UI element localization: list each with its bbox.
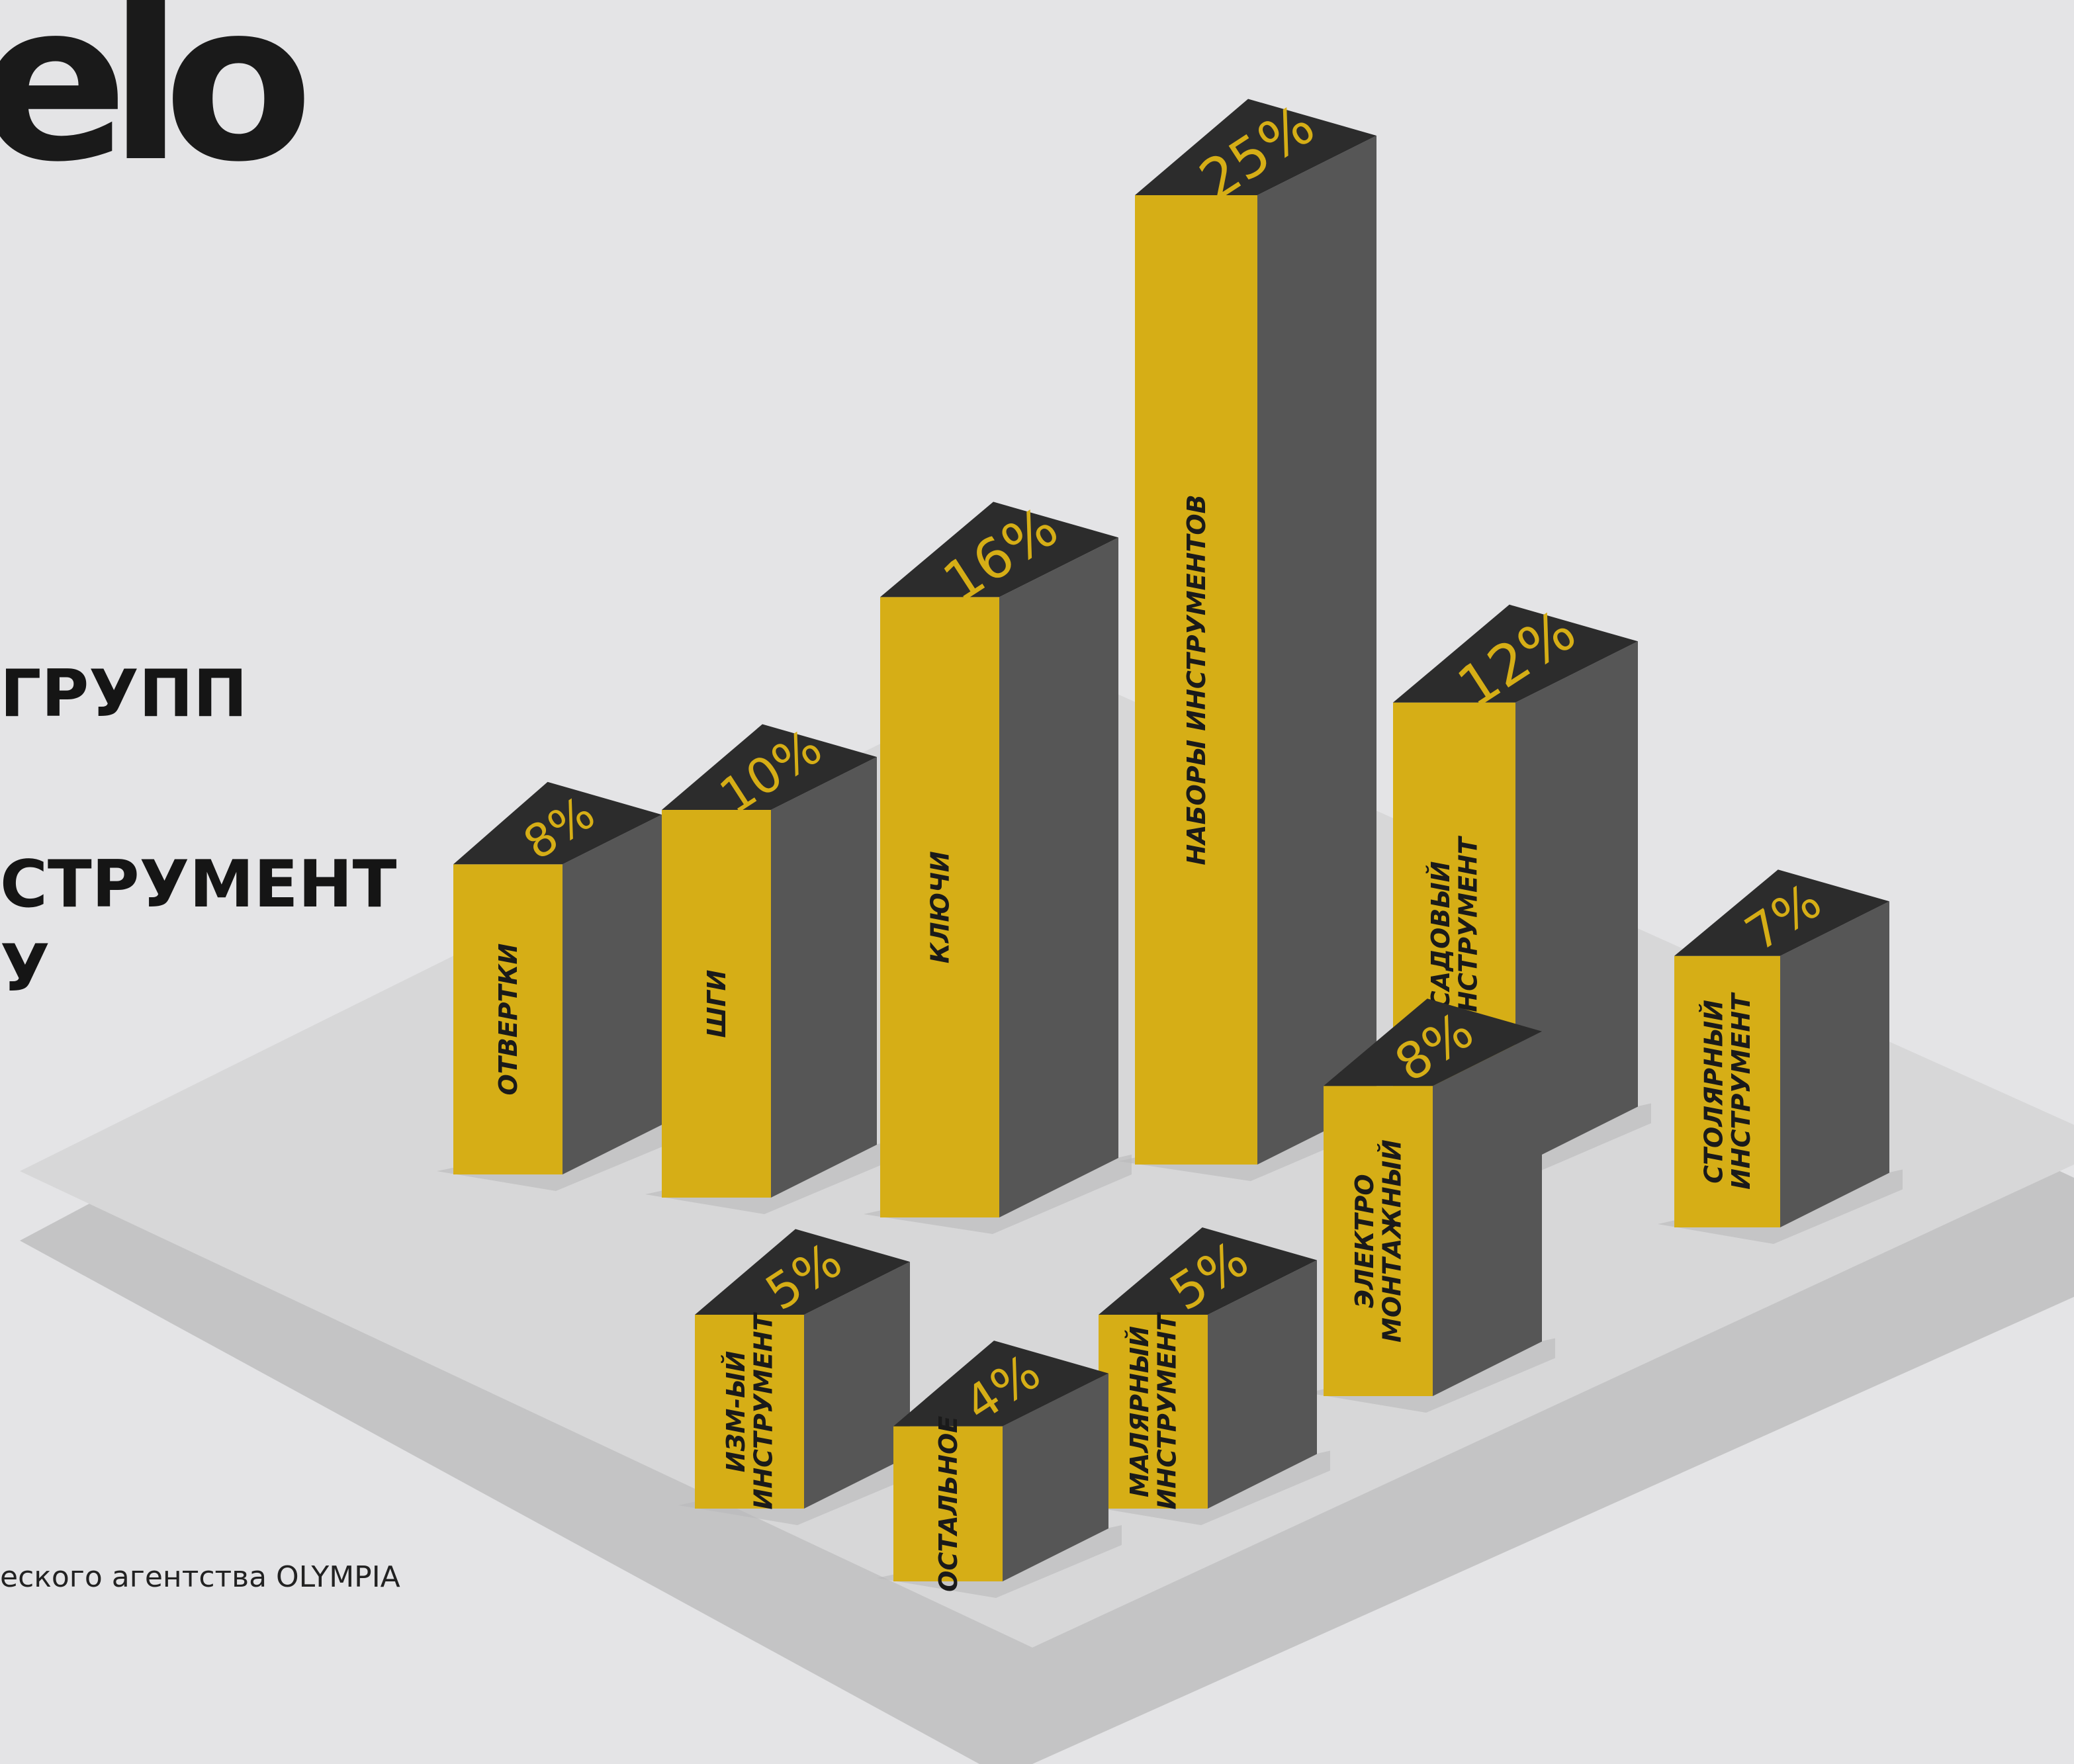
bar-group: 25%НАБОРЫ ИНСТРУМЕНТОВ [1118, 93, 1390, 1181]
bar-side [1433, 1031, 1542, 1396]
bar-category-label: СТОЛЯРНЫЙИНСТРУМЕНТ [1699, 992, 1756, 1190]
bar-top [1324, 998, 1542, 1086]
bar-front [662, 810, 771, 1198]
bar-group: 5%ИЗМ-ЫЙИНСТРУМЕНТ [678, 1229, 923, 1525]
bar-side [804, 1262, 910, 1509]
bar-front [1135, 195, 1257, 1165]
bar-top [893, 1341, 1108, 1427]
heading-line-3: У [0, 931, 50, 1006]
bar-category-label: ОСТАЛЬНОЕ [934, 1416, 963, 1592]
heading-line-1: ГРУПП [0, 656, 248, 732]
bar-top [1135, 99, 1376, 195]
bar-front [453, 864, 563, 1174]
source-note: еского агентства OLYMPIA [0, 1560, 400, 1594]
bar-front [880, 597, 999, 1217]
bar-side [771, 757, 877, 1198]
bar-side [1003, 1373, 1108, 1581]
bar-side [1515, 641, 1638, 1168]
bar-group: 8%ЭЛЕКТРОМОНТАЖНЫЙ [1307, 998, 1555, 1413]
bar-top [1099, 1227, 1317, 1315]
bar-group: 5%МАЛЯРНЫЙИНСТРУМЕНТ [1082, 1227, 1330, 1525]
bar-top [662, 724, 877, 810]
heading-line-2: СТРУМЕНТ [0, 847, 397, 922]
bar-category-label: ЭЛЕКТРОМОНТАЖНЫЙ [1350, 1139, 1407, 1343]
bar-group: 10%ШГИ [645, 719, 890, 1214]
brand-logo: elo [0, 0, 314, 210]
bar-top [695, 1229, 910, 1315]
bar-front [1324, 1086, 1433, 1396]
bar-group: 16%КЛЮЧИ [864, 495, 1132, 1234]
bar-side [1257, 136, 1376, 1165]
bar-side [999, 537, 1118, 1217]
bar-group: 4%ОСТАЛЬНОЕ [877, 1341, 1122, 1598]
bar-top [880, 502, 1118, 597]
bar-front [1674, 955, 1780, 1227]
bar-top [453, 781, 662, 865]
bar-side [563, 815, 662, 1174]
bar-side [1780, 901, 1889, 1227]
bar-category-label: МАЛЯРНЫЙИНСТРУМЕНТ [1125, 1311, 1182, 1509]
bar-top [1393, 604, 1638, 703]
bar-category-label: ШГИ [702, 970, 731, 1038]
bar-side [1208, 1260, 1317, 1509]
bar-category-label: НАБОРЫ ИНСТРУМЕНТОВ [1182, 494, 1211, 865]
bar-group: 7%СТОЛЯРНЫЙИНСТРУМЕНТ [1658, 869, 1903, 1244]
bar-top [1674, 869, 1889, 956]
bar-front [893, 1426, 1003, 1581]
bar-category-label: САДОВЫЙИНСТРУМЕНТ [1426, 835, 1483, 1033]
bar-category-label: КЛЮЧИ [925, 851, 954, 963]
bar-category-label: ИЗМ-ЫЙИНСТРУМЕНТ [721, 1311, 778, 1509]
bar-category-label: ОТВЕРТКИ [494, 944, 523, 1096]
bar-front [1099, 1315, 1208, 1509]
bar-group: 8%ОТВЕРТКИ [437, 781, 675, 1191]
bar-front [695, 1315, 804, 1509]
